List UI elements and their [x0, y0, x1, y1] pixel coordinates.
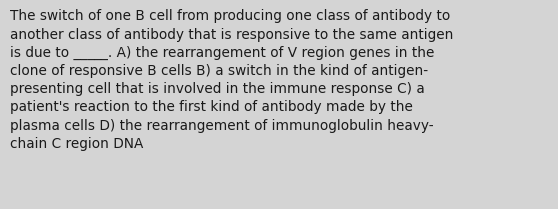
Text: The switch of one B cell from producing one class of antibody to
another class o: The switch of one B cell from producing … [10, 9, 454, 151]
